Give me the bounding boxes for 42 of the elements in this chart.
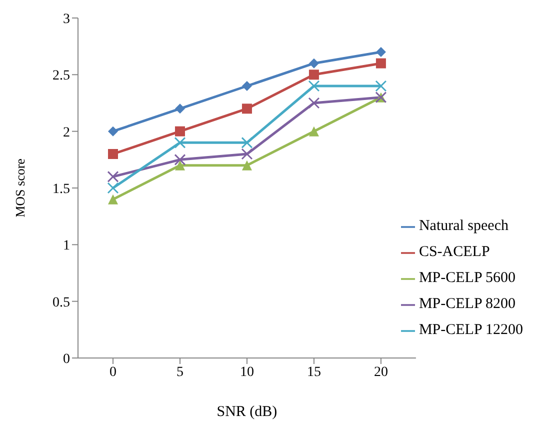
y-tick-label: 0 — [63, 352, 70, 367]
y-tick-label: 1.5 — [52, 182, 70, 197]
point — [376, 47, 386, 57]
y-tick-label: 2.5 — [52, 68, 70, 84]
point — [308, 70, 319, 80]
legend-label: MP-CELP 5600 — [418, 270, 516, 286]
point — [308, 97, 320, 109]
point — [108, 149, 118, 159]
point — [174, 136, 186, 148]
point — [308, 80, 320, 92]
point — [107, 170, 119, 182]
point — [308, 126, 319, 136]
legend-label: Natural speech — [418, 218, 508, 234]
point — [376, 58, 386, 68]
point — [242, 104, 252, 114]
legend-label: MP-CELP 12200 — [418, 322, 523, 338]
y-tick-label: 2 — [63, 125, 70, 140]
x-tick-label: 0 — [110, 364, 116, 380]
point — [174, 154, 186, 166]
x-tick-label: 20 — [374, 364, 388, 380]
legend-label: CS-ACELP — [418, 244, 490, 260]
y-tick-label: 0.5 — [52, 295, 70, 310]
point — [108, 126, 118, 136]
x-tick-label: 5 — [176, 364, 184, 380]
point — [308, 58, 319, 68]
point — [242, 160, 252, 170]
point — [241, 148, 253, 160]
x-axis-title: SNR (dB) — [216, 404, 278, 420]
point — [242, 81, 252, 91]
point — [107, 182, 119, 194]
point — [174, 160, 185, 170]
point — [108, 194, 118, 204]
x-tick-label: 15 — [306, 364, 321, 380]
point — [375, 80, 387, 92]
point — [174, 104, 185, 114]
point — [241, 136, 253, 148]
point — [174, 126, 185, 136]
y-tick-label: 1 — [63, 238, 70, 254]
y-tick-label: 3 — [63, 12, 70, 27]
legend-label: MP-CELP 8200 — [418, 296, 516, 312]
x-tick-label: 10 — [240, 364, 254, 380]
y-axis-title: MOS score — [12, 158, 28, 218]
